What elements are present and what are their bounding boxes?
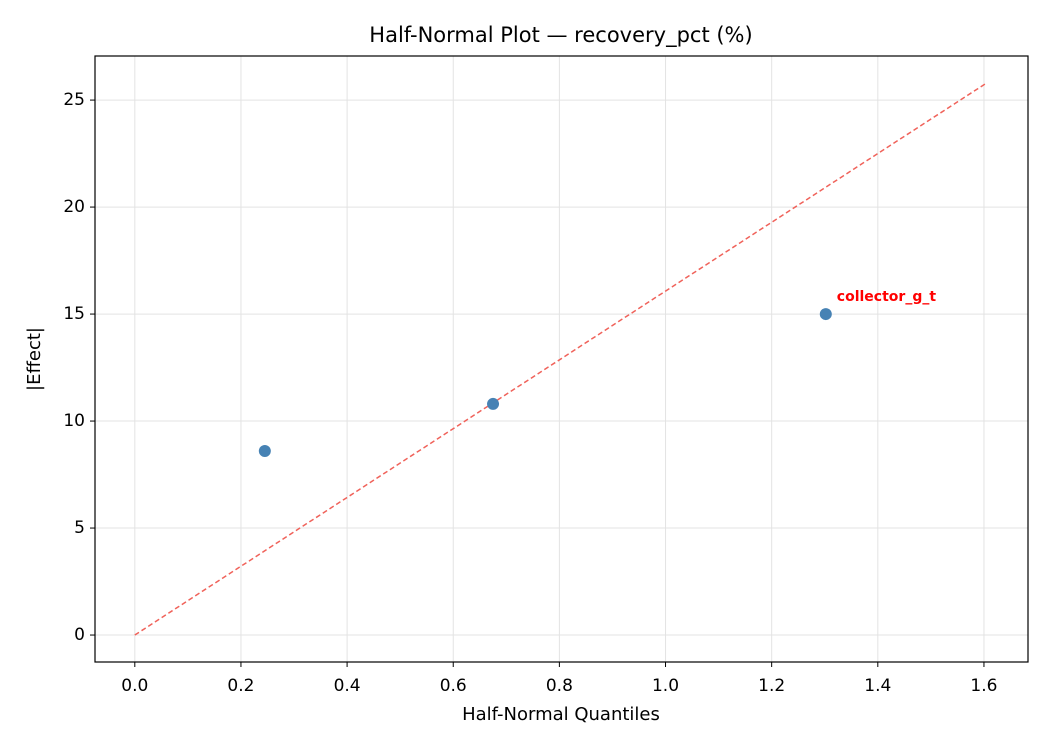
point	[819, 308, 832, 321]
y-tick-label: 0	[74, 625, 85, 645]
x-tick-label: 1.2	[758, 676, 785, 696]
y-tick-label: 15	[63, 304, 85, 324]
x-axis-label: Half-Normal Quantiles	[462, 704, 660, 725]
point	[487, 397, 500, 410]
y-tick-label: 25	[63, 90, 85, 110]
x-tick-label: 1.0	[652, 676, 679, 696]
plot-area: collector_g_t	[134, 83, 986, 636]
y-tick-label: 20	[63, 197, 85, 217]
axes-frame	[94, 55, 1029, 663]
y-tick-label: 10	[63, 411, 85, 431]
x-tick-label: 0.0	[121, 676, 148, 696]
x-tick-label: 0.4	[334, 676, 361, 696]
point-label: collector_g_t	[837, 289, 937, 305]
x-tick-label: 0.8	[546, 676, 573, 696]
y-tick-label: 5	[74, 518, 85, 538]
x-tick-label: 0.2	[227, 676, 254, 696]
reference-line	[134, 83, 986, 636]
x-tick-label: 1.6	[970, 676, 997, 696]
x-tick-label: 0.6	[440, 676, 467, 696]
y-axis-label: |Effect|	[24, 327, 45, 391]
point	[258, 445, 271, 458]
chart-title: Half-Normal Plot — recovery_pct (%)	[369, 23, 752, 48]
x-tick-label: 1.4	[864, 676, 891, 696]
